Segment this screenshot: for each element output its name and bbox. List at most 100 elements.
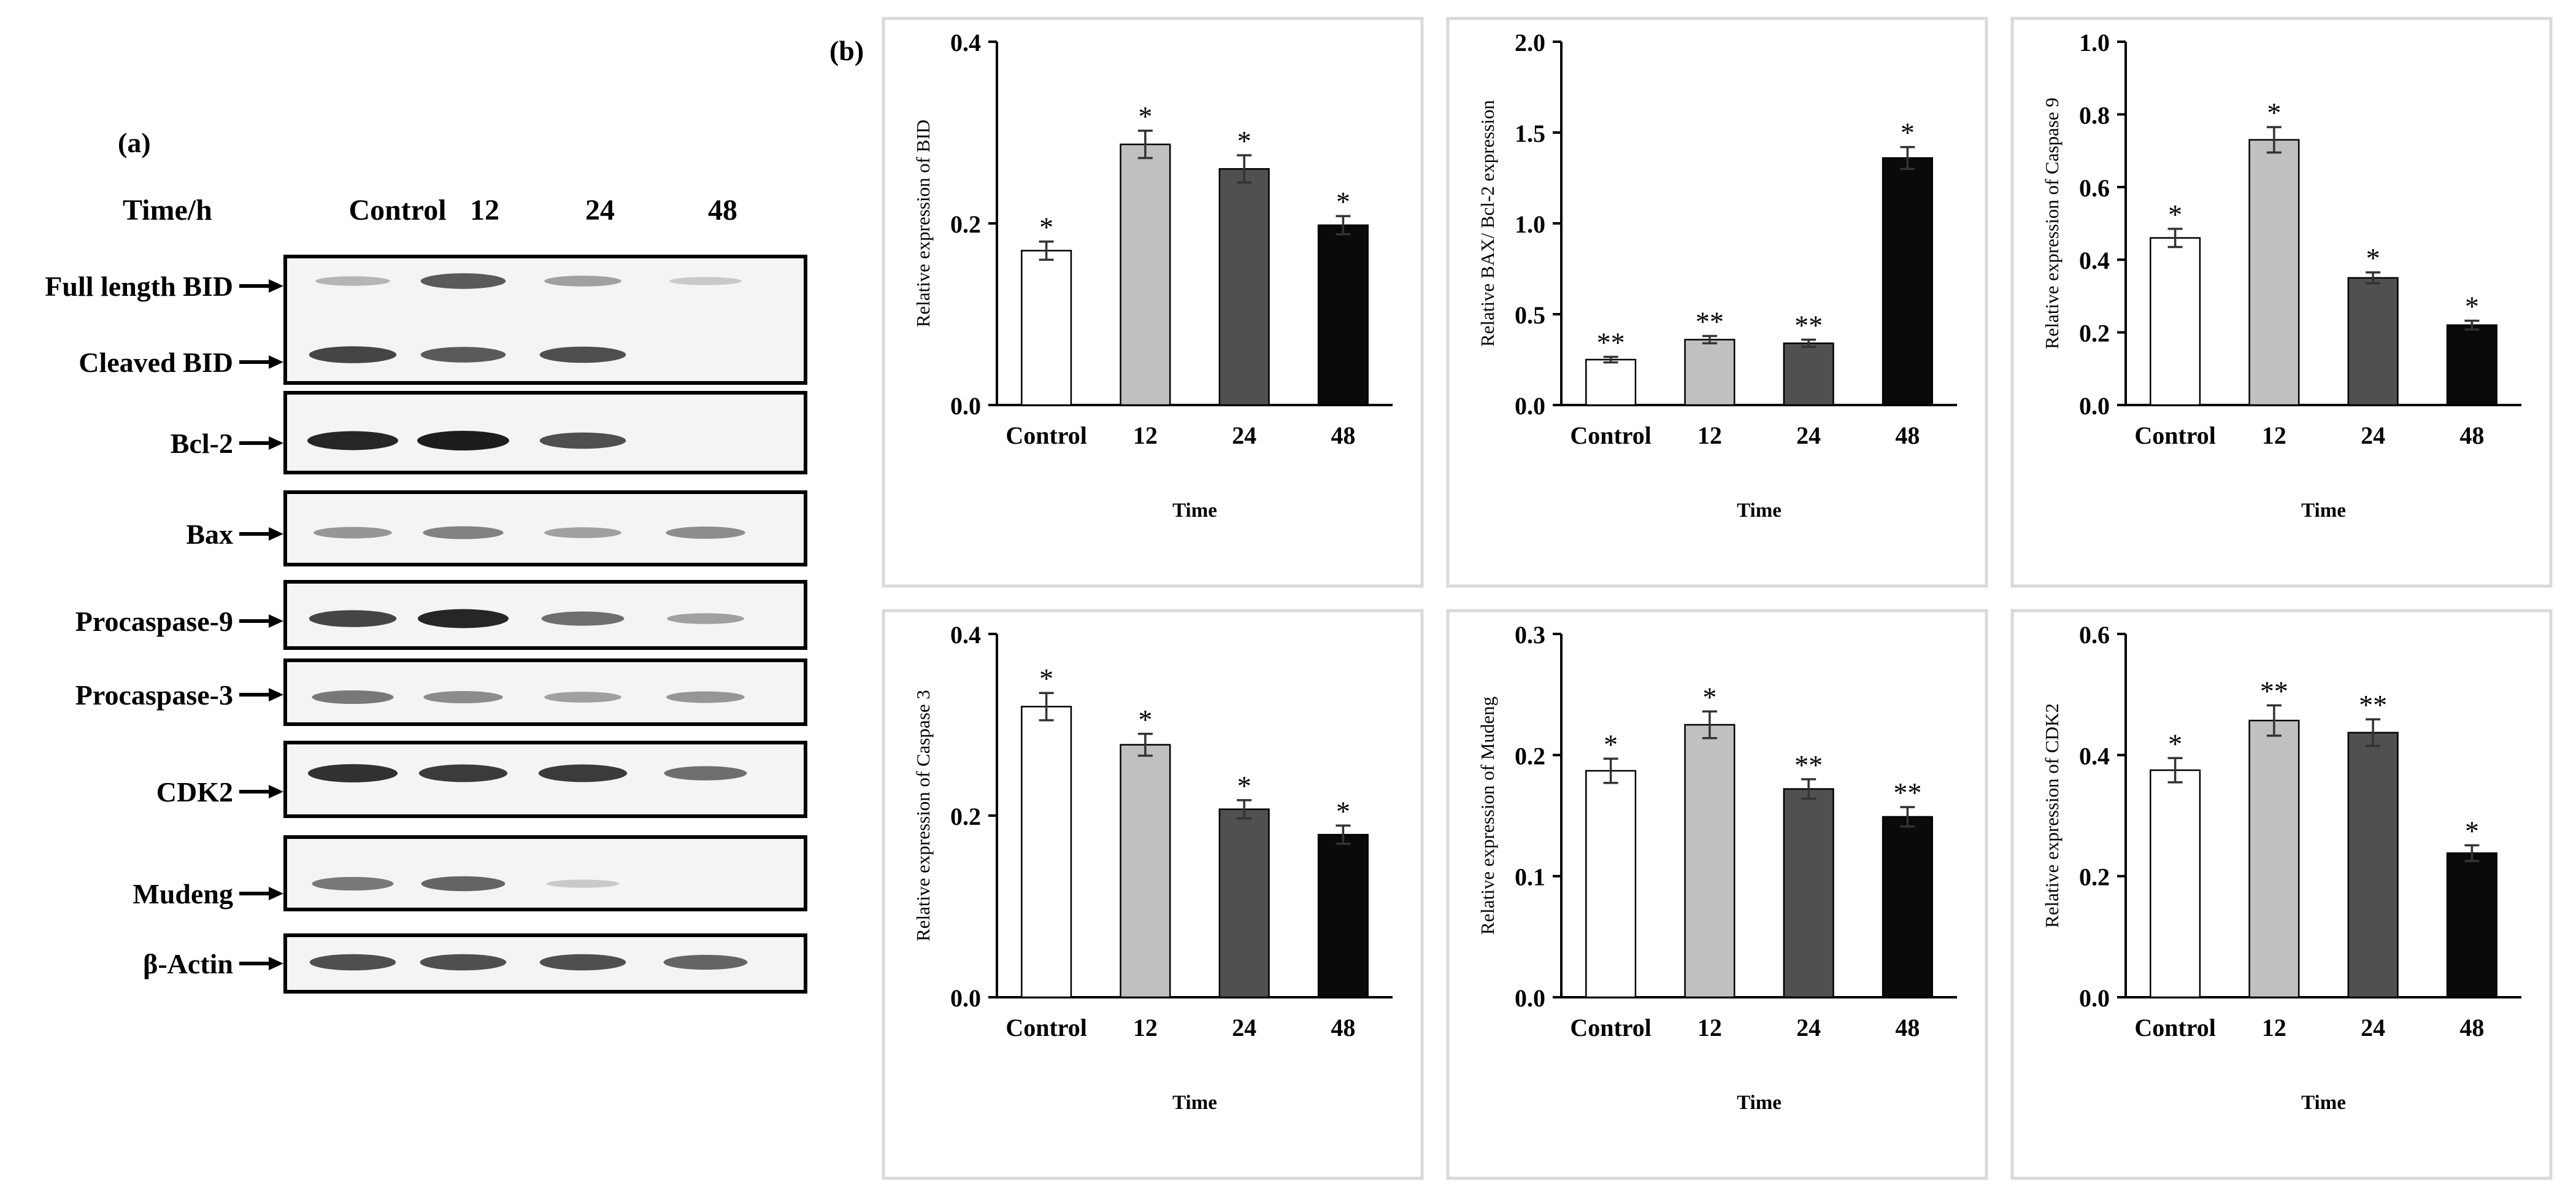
x-axis-label: Time bbox=[1172, 1092, 1217, 1114]
significance-label: ** bbox=[1696, 306, 1724, 338]
bar bbox=[2150, 237, 2201, 406]
blot-band bbox=[539, 954, 626, 971]
x-tick-label: Control bbox=[1005, 422, 1087, 449]
y-tick-label: 0.4 bbox=[950, 621, 981, 649]
bar bbox=[1120, 143, 1171, 406]
significance-label: * bbox=[1138, 704, 1152, 735]
y-tick-label: 0.0 bbox=[2079, 984, 2110, 1012]
arrow-head-icon bbox=[269, 785, 283, 798]
y-tick-label: 0.2 bbox=[950, 803, 981, 830]
blot-band bbox=[420, 954, 507, 971]
x-tick-label: 48 bbox=[2459, 1014, 2484, 1041]
significance-label: * bbox=[1901, 117, 1915, 149]
bar bbox=[2446, 324, 2497, 406]
blot-row-label: Cleaved BID bbox=[79, 347, 233, 378]
blot-band bbox=[309, 954, 396, 971]
y-tick-label: 0.6 bbox=[2079, 621, 2110, 649]
significance-label: * bbox=[2465, 815, 2479, 846]
arrow-head-icon bbox=[269, 355, 283, 369]
bar bbox=[1021, 250, 1072, 406]
chart-frame bbox=[1446, 17, 1988, 588]
bar-charts: 0.0 0.2 0.4 Relative expression of BID * Cont… bbox=[882, 17, 2553, 1180]
bar bbox=[2248, 719, 2300, 998]
blot-band bbox=[666, 527, 745, 539]
x-tick-label: 12 bbox=[1697, 1014, 1722, 1041]
blot-row-label: β-Actin bbox=[143, 948, 233, 979]
y-axis-label: Relative expression of Mudeng bbox=[1477, 697, 1498, 935]
x-tick-label: Control bbox=[2134, 422, 2216, 449]
chart-frame bbox=[1446, 609, 1988, 1180]
bar-chart: 0.0 0.5 1.0 1.5 2.0 Relative BAX/ Bcl-2 expre… bbox=[1446, 17, 1988, 588]
bar-chart: 0.0 0.1 0.2 0.3 Relative expression of Muden… bbox=[1446, 609, 1988, 1180]
arrow-head-icon bbox=[269, 887, 283, 900]
y-tick-label: 0.4 bbox=[950, 29, 981, 56]
y-tick-label: 0.2 bbox=[2079, 863, 2110, 891]
y-tick-label: 0.4 bbox=[2079, 247, 2110, 274]
panel-b-label: (b) bbox=[829, 35, 864, 66]
y-axis-label: Relative BAX/ Bcl-2 expression bbox=[1477, 99, 1498, 347]
blot-column-header: Control bbox=[348, 194, 446, 226]
blot-band bbox=[307, 764, 398, 782]
y-tick-label: 0.0 bbox=[2079, 392, 2110, 420]
x-tick-label: 12 bbox=[1697, 422, 1722, 449]
bar bbox=[1317, 224, 1369, 406]
x-tick-label: 24 bbox=[2361, 1014, 2385, 1041]
y-axis-label: Relative expression of BID bbox=[912, 120, 934, 327]
blot-band bbox=[544, 692, 621, 703]
bar bbox=[1120, 744, 1171, 998]
bar-chart: 0.0 0.2 0.4 0.6 0.8 1.0 Relative expression of… bbox=[2010, 17, 2553, 588]
significance-label: ** bbox=[1794, 309, 1823, 341]
chart-frame bbox=[882, 609, 1424, 1180]
bar-chart: 0.0 0.2 0.4 0.6 Relative expression of CDK2 *… bbox=[2010, 609, 2553, 1180]
y-tick-label: 0.0 bbox=[950, 984, 981, 1012]
y-tick-label: 0.8 bbox=[2079, 101, 2110, 129]
arrow-head-icon bbox=[269, 957, 283, 970]
blot-band bbox=[312, 690, 394, 705]
significance-label: * bbox=[1336, 795, 1350, 827]
western-blot: Full length BID Cleaved BID Bcl-2 Bax Procas… bbox=[45, 255, 807, 994]
x-tick-label: 48 bbox=[2459, 422, 2484, 449]
bar bbox=[1218, 808, 1270, 998]
significance-label: * bbox=[1138, 101, 1152, 132]
significance-label: * bbox=[2465, 291, 2479, 322]
significance-label: ** bbox=[1794, 749, 1823, 781]
panel-a-label: (a) bbox=[118, 127, 151, 158]
bar bbox=[1218, 168, 1270, 406]
y-tick-label: 0.1 bbox=[1515, 863, 1545, 891]
bar bbox=[2347, 732, 2399, 998]
blot-row-label: Full length BID bbox=[45, 271, 233, 302]
y-tick-label: 0.2 bbox=[2079, 320, 2110, 347]
y-tick-label: 0.2 bbox=[950, 210, 981, 238]
x-tick-label: 48 bbox=[1331, 422, 1355, 449]
blot-column-header: 24 bbox=[585, 194, 615, 226]
blot-band bbox=[664, 766, 747, 781]
significance-label: * bbox=[2168, 728, 2182, 759]
blot-band bbox=[417, 609, 509, 628]
bar bbox=[1021, 706, 1072, 998]
blot-box bbox=[283, 255, 807, 385]
blot-band bbox=[417, 431, 509, 450]
blot-column-header: 48 bbox=[708, 194, 737, 226]
x-axis-label: Time bbox=[2301, 500, 2346, 522]
blot-band bbox=[421, 876, 506, 892]
y-tick-label: 2.0 bbox=[1515, 29, 1545, 56]
x-axis-label: Time bbox=[1737, 500, 1782, 522]
x-tick-label: 24 bbox=[1232, 1014, 1256, 1041]
bar bbox=[1585, 358, 1637, 406]
significance-label: * bbox=[1237, 125, 1251, 156]
y-axis-label: Relative expression of CDK2 bbox=[2041, 703, 2063, 928]
blot-band bbox=[538, 764, 628, 782]
blot-band bbox=[663, 954, 748, 970]
arrow-head-icon bbox=[269, 688, 283, 701]
chart-frame bbox=[2010, 609, 2553, 1180]
blot-band bbox=[541, 611, 625, 626]
y-tick-label: 0.4 bbox=[2079, 742, 2110, 770]
blot-band bbox=[315, 276, 390, 286]
blot-band bbox=[423, 526, 504, 539]
blot-band bbox=[420, 273, 506, 289]
significance-label: * bbox=[1039, 663, 1053, 694]
significance-label: * bbox=[2267, 97, 2281, 128]
bar bbox=[1585, 770, 1637, 998]
x-tick-label: 24 bbox=[1796, 1014, 1821, 1041]
